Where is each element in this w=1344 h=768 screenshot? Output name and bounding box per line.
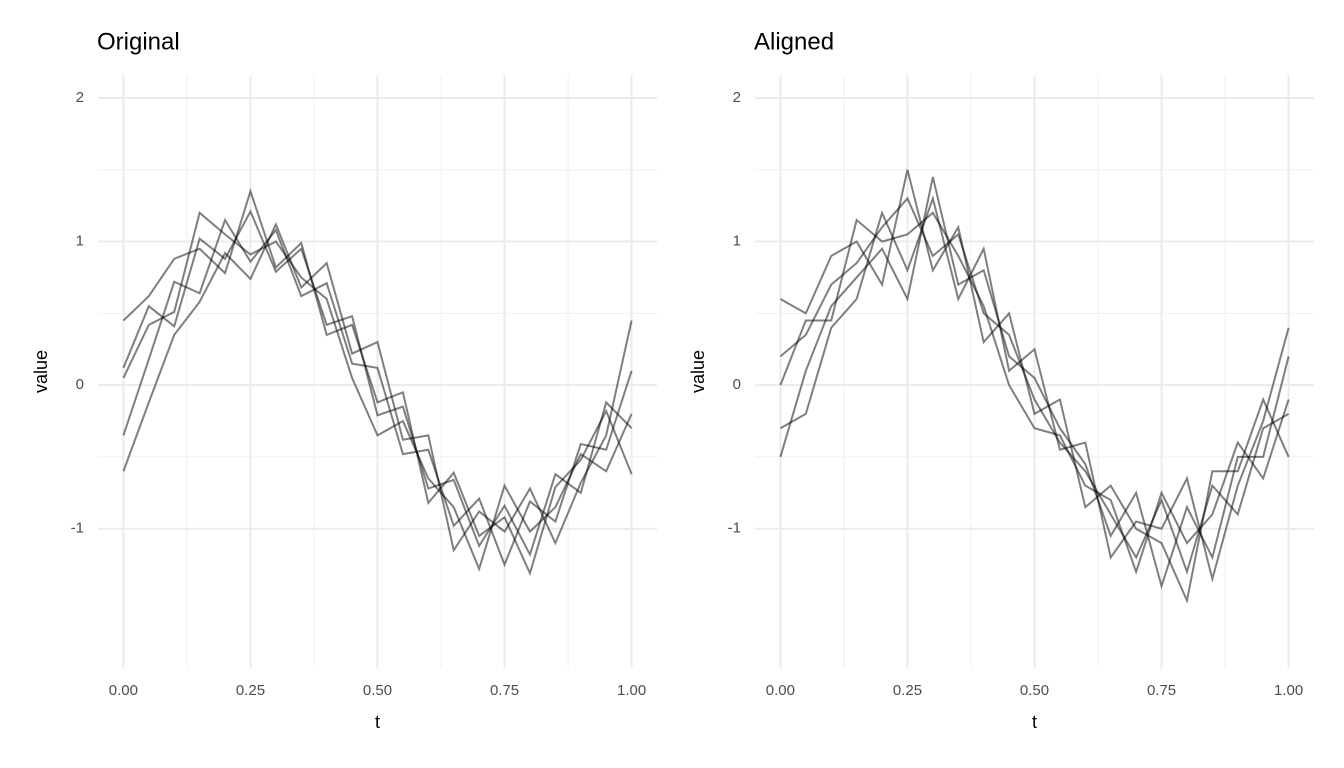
series-line — [122, 211, 633, 572]
series-line — [122, 221, 633, 553]
x-axis-label: t — [375, 712, 380, 732]
x-tick-label: 0.50 — [363, 682, 392, 699]
series-line — [779, 169, 1290, 604]
y-tick-label: 1 — [76, 233, 84, 250]
x-tick-label: 0.75 — [490, 682, 519, 699]
x-tick-label: 0.25 — [236, 682, 265, 699]
x-tick-label: 0.00 — [109, 682, 138, 699]
y-axis-label: value — [31, 350, 51, 393]
y-tick-label: 0 — [733, 376, 741, 393]
y-tick-label: 1 — [733, 233, 741, 250]
series-line — [779, 195, 1290, 583]
x-tick-label: 1.00 — [1274, 682, 1303, 699]
y-tick-label: 2 — [76, 89, 84, 106]
x-axis-label: t — [1032, 712, 1037, 732]
x-tick-label: 0.00 — [766, 682, 795, 699]
panel-title: Aligned — [754, 28, 834, 55]
x-tick-label: 1.00 — [617, 682, 646, 699]
y-tick-label: 0 — [76, 376, 84, 393]
panel-title: Original — [97, 28, 180, 55]
series-line — [779, 211, 1290, 575]
y-tick-label: 2 — [733, 89, 741, 106]
y-tick-label: -1 — [728, 520, 741, 537]
x-tick-label: 0.25 — [893, 682, 922, 699]
x-tick-label: 0.75 — [1147, 682, 1176, 699]
x-tick-label: 0.50 — [1020, 682, 1049, 699]
series-line — [122, 209, 633, 558]
y-axis-label: value — [688, 350, 708, 393]
y-tick-label: -1 — [71, 520, 84, 537]
